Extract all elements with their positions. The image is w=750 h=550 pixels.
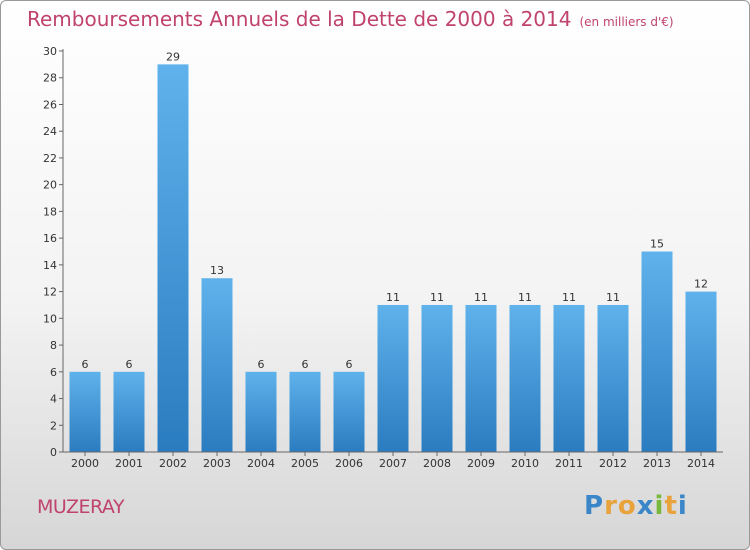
- x-tick-label: 2012: [599, 457, 627, 470]
- x-tick-label: 2001: [115, 457, 143, 470]
- x-tick-label: 2004: [247, 457, 275, 470]
- logo-letter: x: [636, 491, 655, 521]
- x-tick-label: 2009: [467, 457, 495, 470]
- bar-value-label: 6: [302, 358, 309, 371]
- x-tick-label: 2007: [379, 457, 407, 470]
- bar-value-label: 11: [606, 291, 620, 304]
- bar-2008: [421, 304, 453, 452]
- bar-value-label: 6: [82, 358, 89, 371]
- bar-value-label: 15: [650, 238, 664, 251]
- y-tick-label: 10: [43, 312, 57, 325]
- x-tick-label: 2005: [291, 457, 319, 470]
- bar-2007: [377, 304, 409, 452]
- y-tick-label: 30: [43, 45, 57, 58]
- bar-value-label: 6: [126, 358, 133, 371]
- x-axis: 2000 2001 2002 2003 2004 2005 2006 2007 2008 2009…: [63, 451, 723, 470]
- bar-2004: [245, 371, 277, 452]
- bar-value-label: 11: [474, 291, 488, 304]
- bar-value-label: 13: [210, 264, 224, 277]
- bar-2002: [157, 64, 189, 452]
- logo-letter: r: [604, 491, 618, 521]
- bars: 6 6 29 13 6 6 6 11 11 11 11 11 11 15 12: [69, 50, 717, 452]
- bar-2000: [69, 371, 101, 452]
- bar-2001: [113, 371, 145, 452]
- bar-value-label: 11: [562, 291, 576, 304]
- y-tick-label: 20: [43, 179, 57, 192]
- bar-2013: [641, 251, 673, 452]
- x-tick-label: 2010: [511, 457, 539, 470]
- y-tick-label: 28: [43, 72, 57, 85]
- y-tick-label: 14: [43, 259, 57, 272]
- x-tick-label: 2014: [687, 457, 715, 470]
- logo-letter: o: [617, 491, 637, 521]
- logo-letter: i: [677, 491, 688, 521]
- y-tick-label: 24: [43, 125, 57, 138]
- x-tick-label: 2002: [159, 457, 187, 470]
- bar-2014: [685, 291, 717, 452]
- x-tick-label: 2011: [555, 457, 583, 470]
- y-tick-label: 22: [43, 152, 57, 165]
- y-tick-label: 0: [50, 446, 57, 459]
- bar-value-label: 6: [258, 358, 265, 371]
- x-tick-label: 2008: [423, 457, 451, 470]
- unit-label: (en milliers d'€): [579, 15, 674, 29]
- bar-value-label: 11: [430, 291, 444, 304]
- proxiti-logo: Proxiti: [584, 491, 688, 521]
- bar-value-label: 11: [386, 291, 400, 304]
- y-tick-label: 26: [43, 98, 57, 111]
- logo-letter: P: [584, 491, 605, 521]
- y-tick-label: 12: [43, 286, 57, 299]
- y-tick-label: 8: [50, 339, 57, 352]
- x-tick-label: 2000: [71, 457, 99, 470]
- logo-letter: t: [664, 491, 678, 521]
- y-tick-label: 16: [43, 232, 57, 245]
- bar-value-label: 12: [694, 278, 708, 291]
- bar-value-label: 6: [346, 358, 353, 371]
- x-tick-label: 2013: [643, 457, 671, 470]
- x-tick-label: 2006: [335, 457, 363, 470]
- y-tick-label: 2: [50, 419, 57, 432]
- x-tick-label: 2003: [203, 457, 231, 470]
- bar-value-label: 29: [166, 50, 180, 63]
- bar-2011: [553, 304, 585, 452]
- chart-title-text: Remboursements Annuels de la Dette de 20…: [27, 7, 572, 31]
- bar-2010: [509, 304, 541, 452]
- bar-2003: [201, 278, 233, 452]
- bar-2006: [333, 371, 365, 452]
- bar-2009: [465, 304, 497, 452]
- bar-2005: [289, 371, 321, 452]
- chart-title: Remboursements Annuels de la Dette de 20…: [27, 7, 674, 31]
- y-tick-label: 4: [50, 393, 57, 406]
- commune-name: MUZERAY: [37, 496, 125, 518]
- y-tick-label: 18: [43, 205, 57, 218]
- y-tick-label: 6: [50, 366, 57, 379]
- bar-2012: [597, 304, 629, 452]
- bar-value-label: 11: [518, 291, 532, 304]
- logo-letter: i: [654, 491, 665, 521]
